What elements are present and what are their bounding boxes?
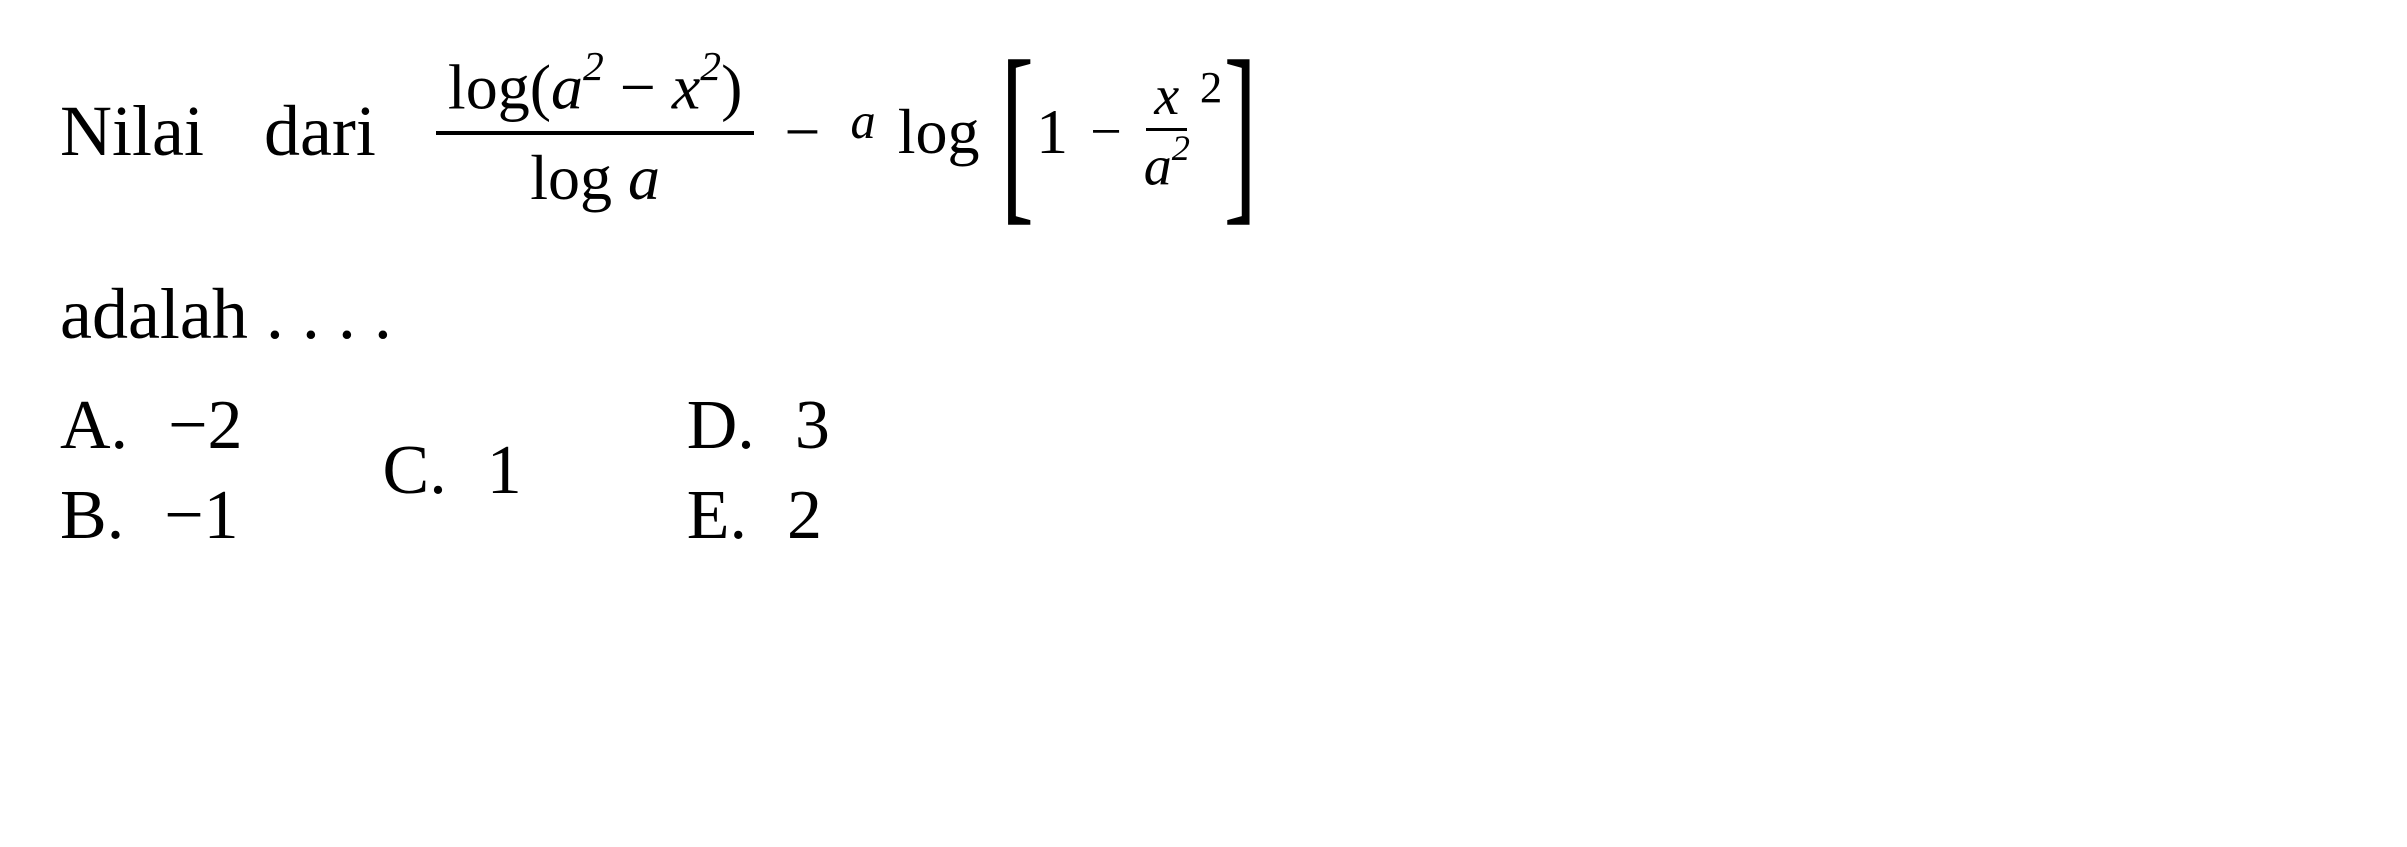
log-text-bot: log [530,142,628,213]
option-c-label: C. [383,431,447,511]
var-x: x [672,51,700,122]
exponent-inner: 2 [1172,128,1190,168]
option-c: C. 1 [383,431,547,511]
var-a: a [551,51,583,122]
option-a: A. −2 [60,386,243,466]
option-e-value: 2 [787,476,847,556]
inner-fraction: x a2 [1144,68,1190,195]
inner-frac-bot: a2 [1144,131,1190,195]
option-e-label: E. [687,476,747,556]
answer-options: A. −2 B. −1 C. 1 D. 3 E. 2 [60,386,2347,556]
pre-superscript-a: a [851,92,876,150]
question-word-nilai: Nilai [60,90,204,173]
close-paren: ) [721,51,742,122]
fraction-1-numerator: log(a2 − x2) [436,50,755,135]
log-text-2: log [898,95,980,169]
question-dots: . . . . [266,274,392,354]
option-c-value: 1 [487,431,547,511]
var-a-bot: a [628,142,660,213]
option-a-label: A. [60,386,128,466]
fraction-1: log(a2 − x2) log a [436,50,755,213]
option-e: E. 2 [687,476,855,556]
inner-one: 1 [1036,95,1068,169]
var-x-inner: x [1154,65,1179,127]
left-bracket-icon: [ [1001,52,1034,212]
option-column-2: C. 1 [383,386,547,556]
bracket-inner: 1 − x a2 2 [1036,68,1222,195]
option-b: B. −1 [60,476,243,556]
bracket-group: [ 1 − x a2 2 ] [999,52,1258,212]
option-d-label: D. [687,386,755,466]
option-d: D. 3 [687,386,855,466]
right-bracket-icon: ] [1224,52,1257,212]
option-column-3: D. 3 E. 2 [687,386,855,556]
question-word-adalah: adalah [60,274,248,354]
outer-exponent: 2 [1200,61,1222,113]
math-expression: log(a2 − x2) log a − alog [ 1 − x a2 [436,50,1259,213]
option-column-1: A. −2 B. −1 [60,386,243,556]
option-a-value: −2 [168,386,242,466]
log-text: log( [448,51,551,122]
minus-op: − [604,51,672,122]
inner-minus: − [1090,100,1122,164]
option-b-value: −1 [164,476,238,556]
inner-frac-top: x [1146,68,1187,131]
exponent-2a: 2 [583,43,604,89]
minus-operator: − [784,95,820,169]
question-word-dari: dari [264,90,376,173]
var-a-inner: a [1144,136,1172,198]
option-b-label: B. [60,476,124,556]
option-d-value: 3 [795,386,855,466]
fraction-1-denominator: log a [530,135,660,213]
question-adalah-line: adalah . . . . [60,273,2347,356]
exponent-2b: 2 [700,43,721,89]
